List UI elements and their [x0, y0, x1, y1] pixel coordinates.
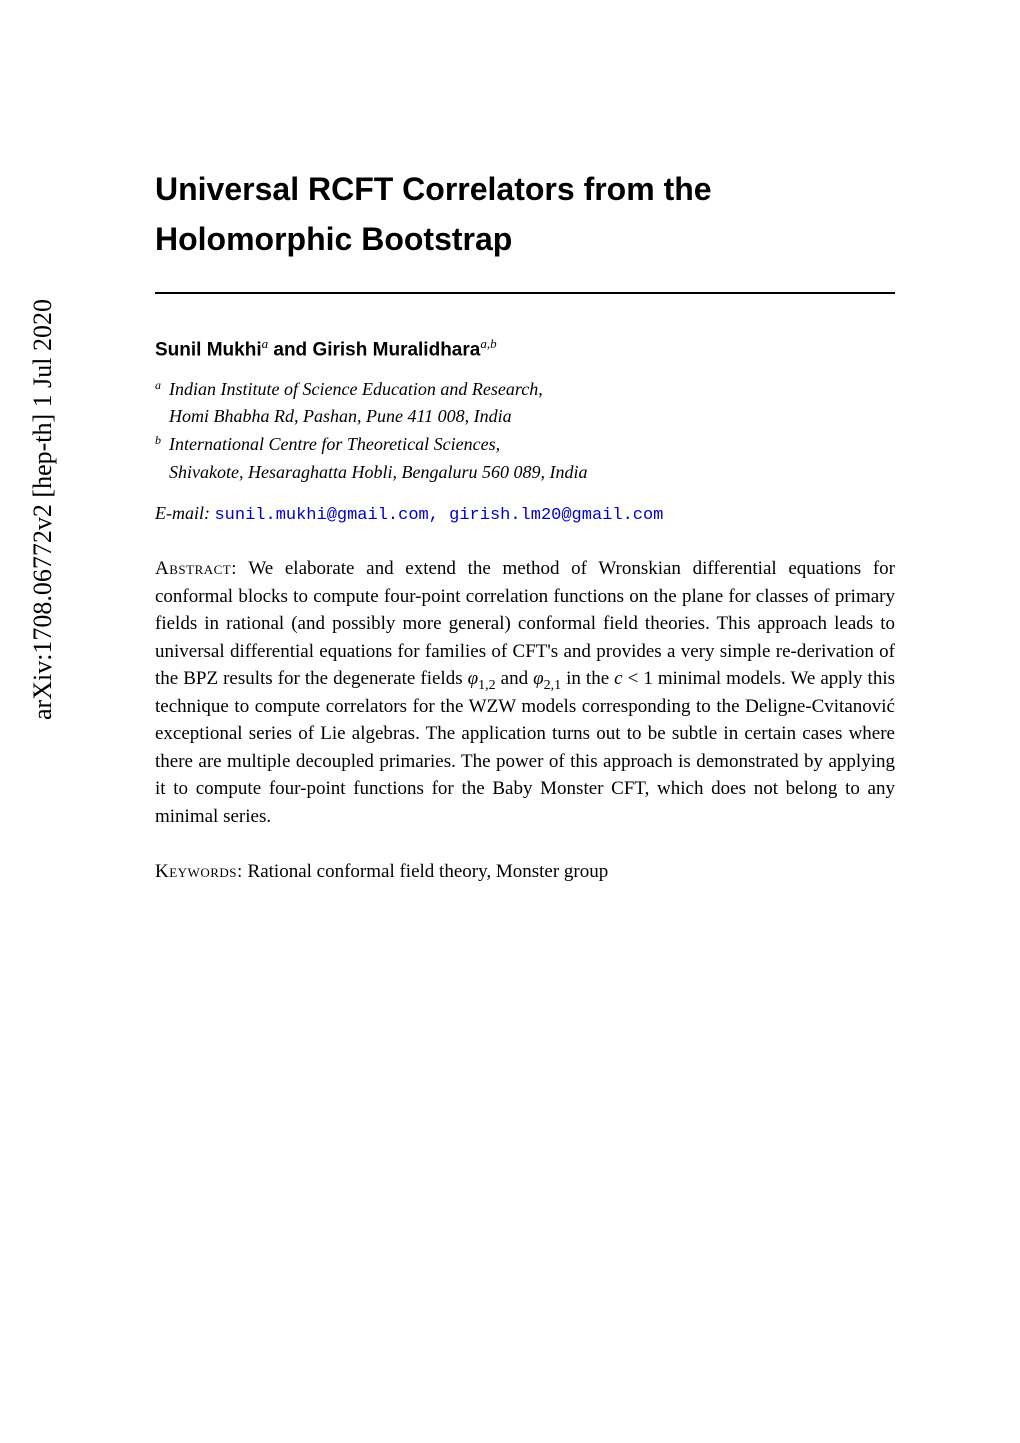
affiliation-b: bInternational Centre for Theoretical Sc… [169, 431, 895, 459]
affiliation-b-line1: International Centre for Theoretical Sci… [169, 434, 500, 454]
abstract-in-the: in the [561, 668, 614, 689]
title-rule [155, 292, 895, 294]
abstract-label: Abstract: [155, 558, 237, 579]
keywords-label: Keywords: [155, 861, 243, 882]
keywords-text: Rational conformal field theory, Monster… [243, 861, 608, 882]
keywords-block: Keywords: Rational conformal field theor… [155, 861, 895, 883]
arxiv-identifier: arXiv:1708.06772v2 [hep-th] 1 Jul 2020 [28, 299, 58, 720]
phi-2: φ [533, 668, 544, 689]
paper-title: Universal RCFT Correlators from the Holo… [155, 165, 895, 264]
abstract-block: Abstract: We elaborate and extend the me… [155, 555, 895, 830]
email-link-2[interactable]: girish.lm20@gmail.com [449, 506, 663, 525]
affiliation-a: aIndian Institute of Science Education a… [169, 376, 895, 404]
email-link-1[interactable]: sunil.mukhi@gmail.com [214, 506, 428, 525]
email-line: E-mail: sunil.mukhi@gmail.com, girish.lm… [155, 503, 895, 525]
c-var: c [614, 668, 622, 689]
phi-2-sub: 2,1 [544, 678, 562, 693]
abstract-text-2: < 1 minimal models. We apply this techni… [155, 668, 895, 827]
email-label: E-mail: [155, 503, 214, 523]
authors-line: Sunil Mukhia and Girish Muralidharaa,b [155, 336, 895, 361]
phi-1: φ [468, 668, 479, 689]
authors-connector: and [268, 340, 312, 361]
affiliation-b-line2: Shivakote, Hesaraghatta Hobli, Bengaluru… [169, 462, 587, 482]
affiliation-b-marker: b [155, 431, 161, 450]
affiliation-a-line1: Indian Institute of Science Education an… [169, 379, 543, 399]
author-2-affiliation-marker: a,b [480, 336, 496, 351]
email-separator: , [429, 506, 449, 525]
affiliation-a-line2-wrap: Homi Bhabha Rd, Pashan, Pune 411 008, In… [169, 403, 895, 431]
author-2-name: Girish Muralidhara [312, 340, 480, 361]
affiliation-a-line2: Homi Bhabha Rd, Pashan, Pune 411 008, In… [169, 406, 512, 426]
affiliation-a-marker: a [155, 376, 161, 395]
phi-1-sub: 1,2 [478, 678, 496, 693]
affiliations-block: a Indian Institute of Science Education a… [155, 376, 895, 488]
paper-content: Universal RCFT Correlators from the Holo… [155, 165, 895, 883]
affiliation-b-line2-wrap: Shivakote, Hesaraghatta Hobli, Bengaluru… [169, 459, 895, 487]
abstract-and: and [496, 668, 533, 689]
author-1-name: Sunil Mukhi [155, 340, 262, 361]
